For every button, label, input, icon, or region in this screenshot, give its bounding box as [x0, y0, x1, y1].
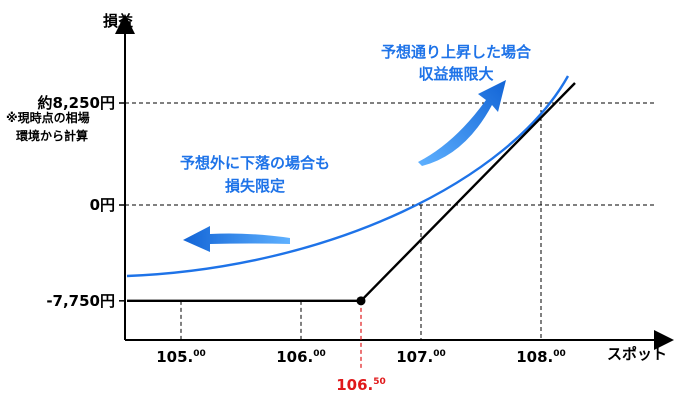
downside-annotation-line-1: 予想外に下落の場合も	[180, 154, 330, 172]
upside-arrow-icon	[418, 80, 506, 166]
payoff-lines	[126, 75, 576, 306]
gridlines	[119, 102, 656, 370]
upside-annotation-line-1: 予想通り上昇した場合	[381, 43, 532, 61]
x-tick-label: 105.00	[156, 348, 206, 366]
y-axis-labels: 約8,250円 0円 -7,750円	[38, 94, 115, 310]
x-tick-label: 106.00	[276, 348, 326, 366]
y-note-line-2: 環境から計算	[16, 128, 88, 143]
strike-point	[356, 296, 366, 306]
y-axis-title: 損益	[103, 12, 133, 30]
downside-arrow-icon	[183, 226, 290, 252]
x-axis-title: スポット	[607, 345, 667, 363]
y-tick-label: -7,750円	[46, 292, 115, 310]
y-tick-label: 0円	[90, 196, 115, 214]
y-tick-label: 約8,250円	[38, 94, 115, 112]
upside-annotation-line-2: 収益無限大	[418, 65, 493, 83]
x-tick-label: 108.00	[516, 348, 566, 366]
y-note-line-1: ※現時点の相場	[6, 110, 90, 125]
strike-label: 106.50	[336, 376, 386, 394]
x-tick-labels: 105.00 106.00 107.00 108.00 106.50	[156, 348, 566, 394]
expiry-payoff-line	[127, 82, 576, 303]
x-tick-label: 107.00	[396, 348, 446, 366]
downside-annotation-line-2: 損失限定	[225, 177, 285, 195]
current-value-curve	[126, 75, 570, 278]
